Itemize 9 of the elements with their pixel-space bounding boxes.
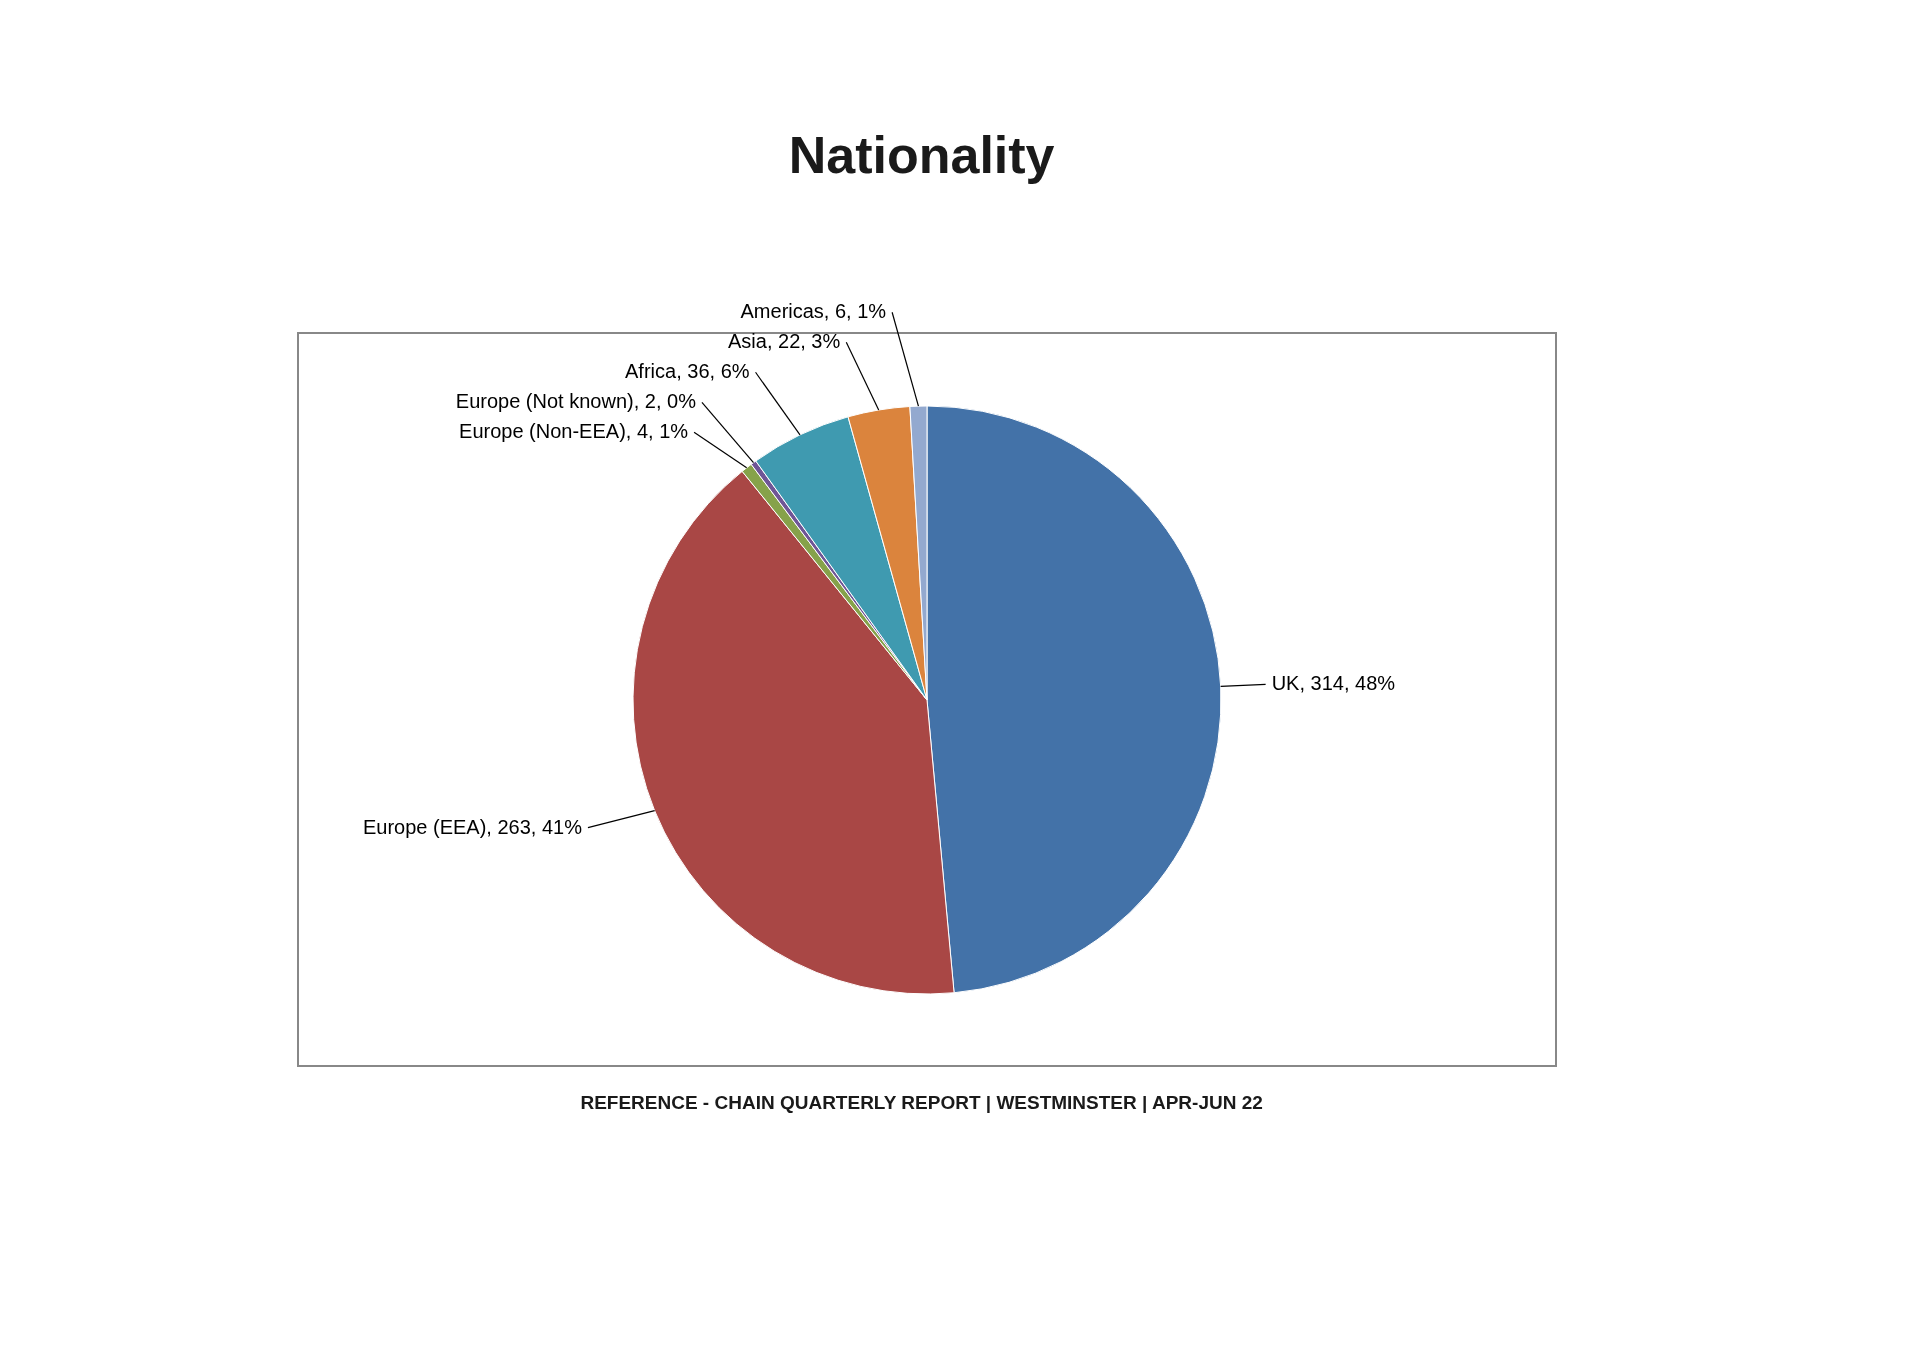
slice-label: Europe (EEA), 263, 41% — [362, 815, 583, 838]
slice-label: Europe (Not known), 2, 0% — [455, 390, 697, 413]
slice-label: Asia, 22, 3% — [727, 330, 841, 353]
slice-label: Europe (Non-EEA), 4, 1% — [459, 420, 689, 443]
chart-title: Nationality — [788, 126, 1055, 184]
slice-label: UK, 314, 48% — [1271, 672, 1396, 695]
text: REFERENCE - CHAIN QUARTERLY REPORT | WESTMINSTER | APR-JUN 22 — [580, 1092, 1263, 1113]
slice-label: Africa, 36, 6% — [625, 360, 750, 383]
slice-label: Americas, 6, 1% — [740, 300, 887, 323]
